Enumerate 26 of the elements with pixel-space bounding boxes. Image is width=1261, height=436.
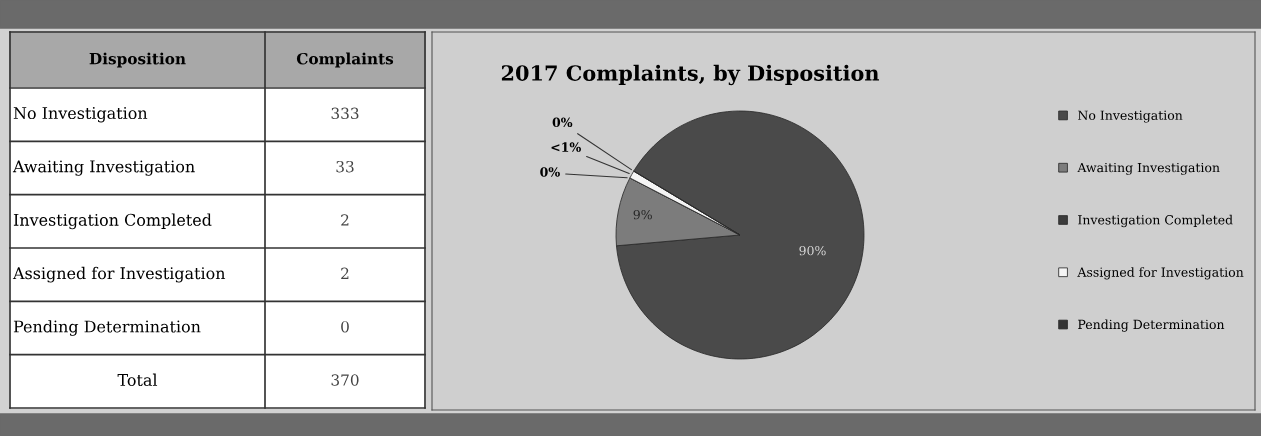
legend-label: Investigation Completed: [1078, 214, 1233, 228]
text: Awaiting Investigation: [12, 160, 195, 176]
text: 2: [341, 214, 349, 226]
text: 0%: [540, 167, 560, 177]
pie-slice: [616, 110, 865, 360]
text: Assigned for Investigation: [12, 266, 226, 283]
text: Complaints: [296, 52, 394, 68]
text: Disposition: [89, 52, 186, 68]
text: Investigation Completed: [13, 213, 212, 230]
legend-label: Pending Determination: [1078, 319, 1225, 332]
legend-label: No Investigation: [1078, 110, 1183, 123]
text: No Investigation: [13, 107, 148, 123]
text: 2: [341, 267, 349, 279]
text: 333: [331, 107, 359, 120]
text: Pending Determination: [13, 320, 201, 336]
text: 370: [331, 374, 359, 386]
text: 33: [336, 160, 354, 173]
data-label: 90%: [799, 245, 826, 256]
legend-label: Awaiting Investigation: [1077, 162, 1220, 175]
data-label: <1%: [551, 142, 581, 152]
text: 0: [341, 320, 349, 333]
legend-label: Assigned for Investigation: [1077, 267, 1244, 280]
data-label: 9%: [633, 209, 652, 220]
text: 0%: [552, 117, 573, 128]
text: Total: [117, 373, 158, 386]
chart-title: 2017 Complaints, by Disposition: [501, 64, 880, 86]
